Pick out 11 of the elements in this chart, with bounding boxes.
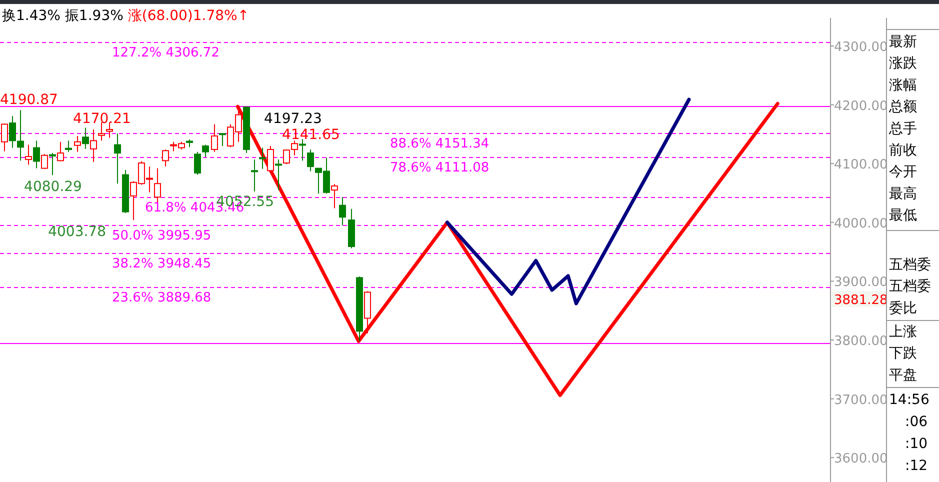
y-tick-label: 4000.00 [834, 216, 888, 232]
y-tick-label: 4100.00 [834, 158, 888, 173]
y-tick-label: 4200.00 [834, 98, 888, 114]
annotation: 换1.43% 振1.93% [2, 8, 124, 24]
side-panel: 最新 涨跌 涨幅 总额 总手 前收 今开 最高 最低 五档委 五档委 委比 上涨 下跌 平盘 14:56 :06 :10 :12 [886, 18, 939, 482]
y-tick-label: 3600.00 [834, 452, 888, 467]
y-tick-label: 3900.00 [834, 275, 888, 290]
y-tick-label: 3700.00 [834, 392, 888, 408]
y-tick-label: 4300.00 [834, 40, 888, 55]
y-tick-label: 3800.00 [834, 334, 888, 349]
annotation: 涨(68.00)1.78%↑ [123, 8, 250, 24]
